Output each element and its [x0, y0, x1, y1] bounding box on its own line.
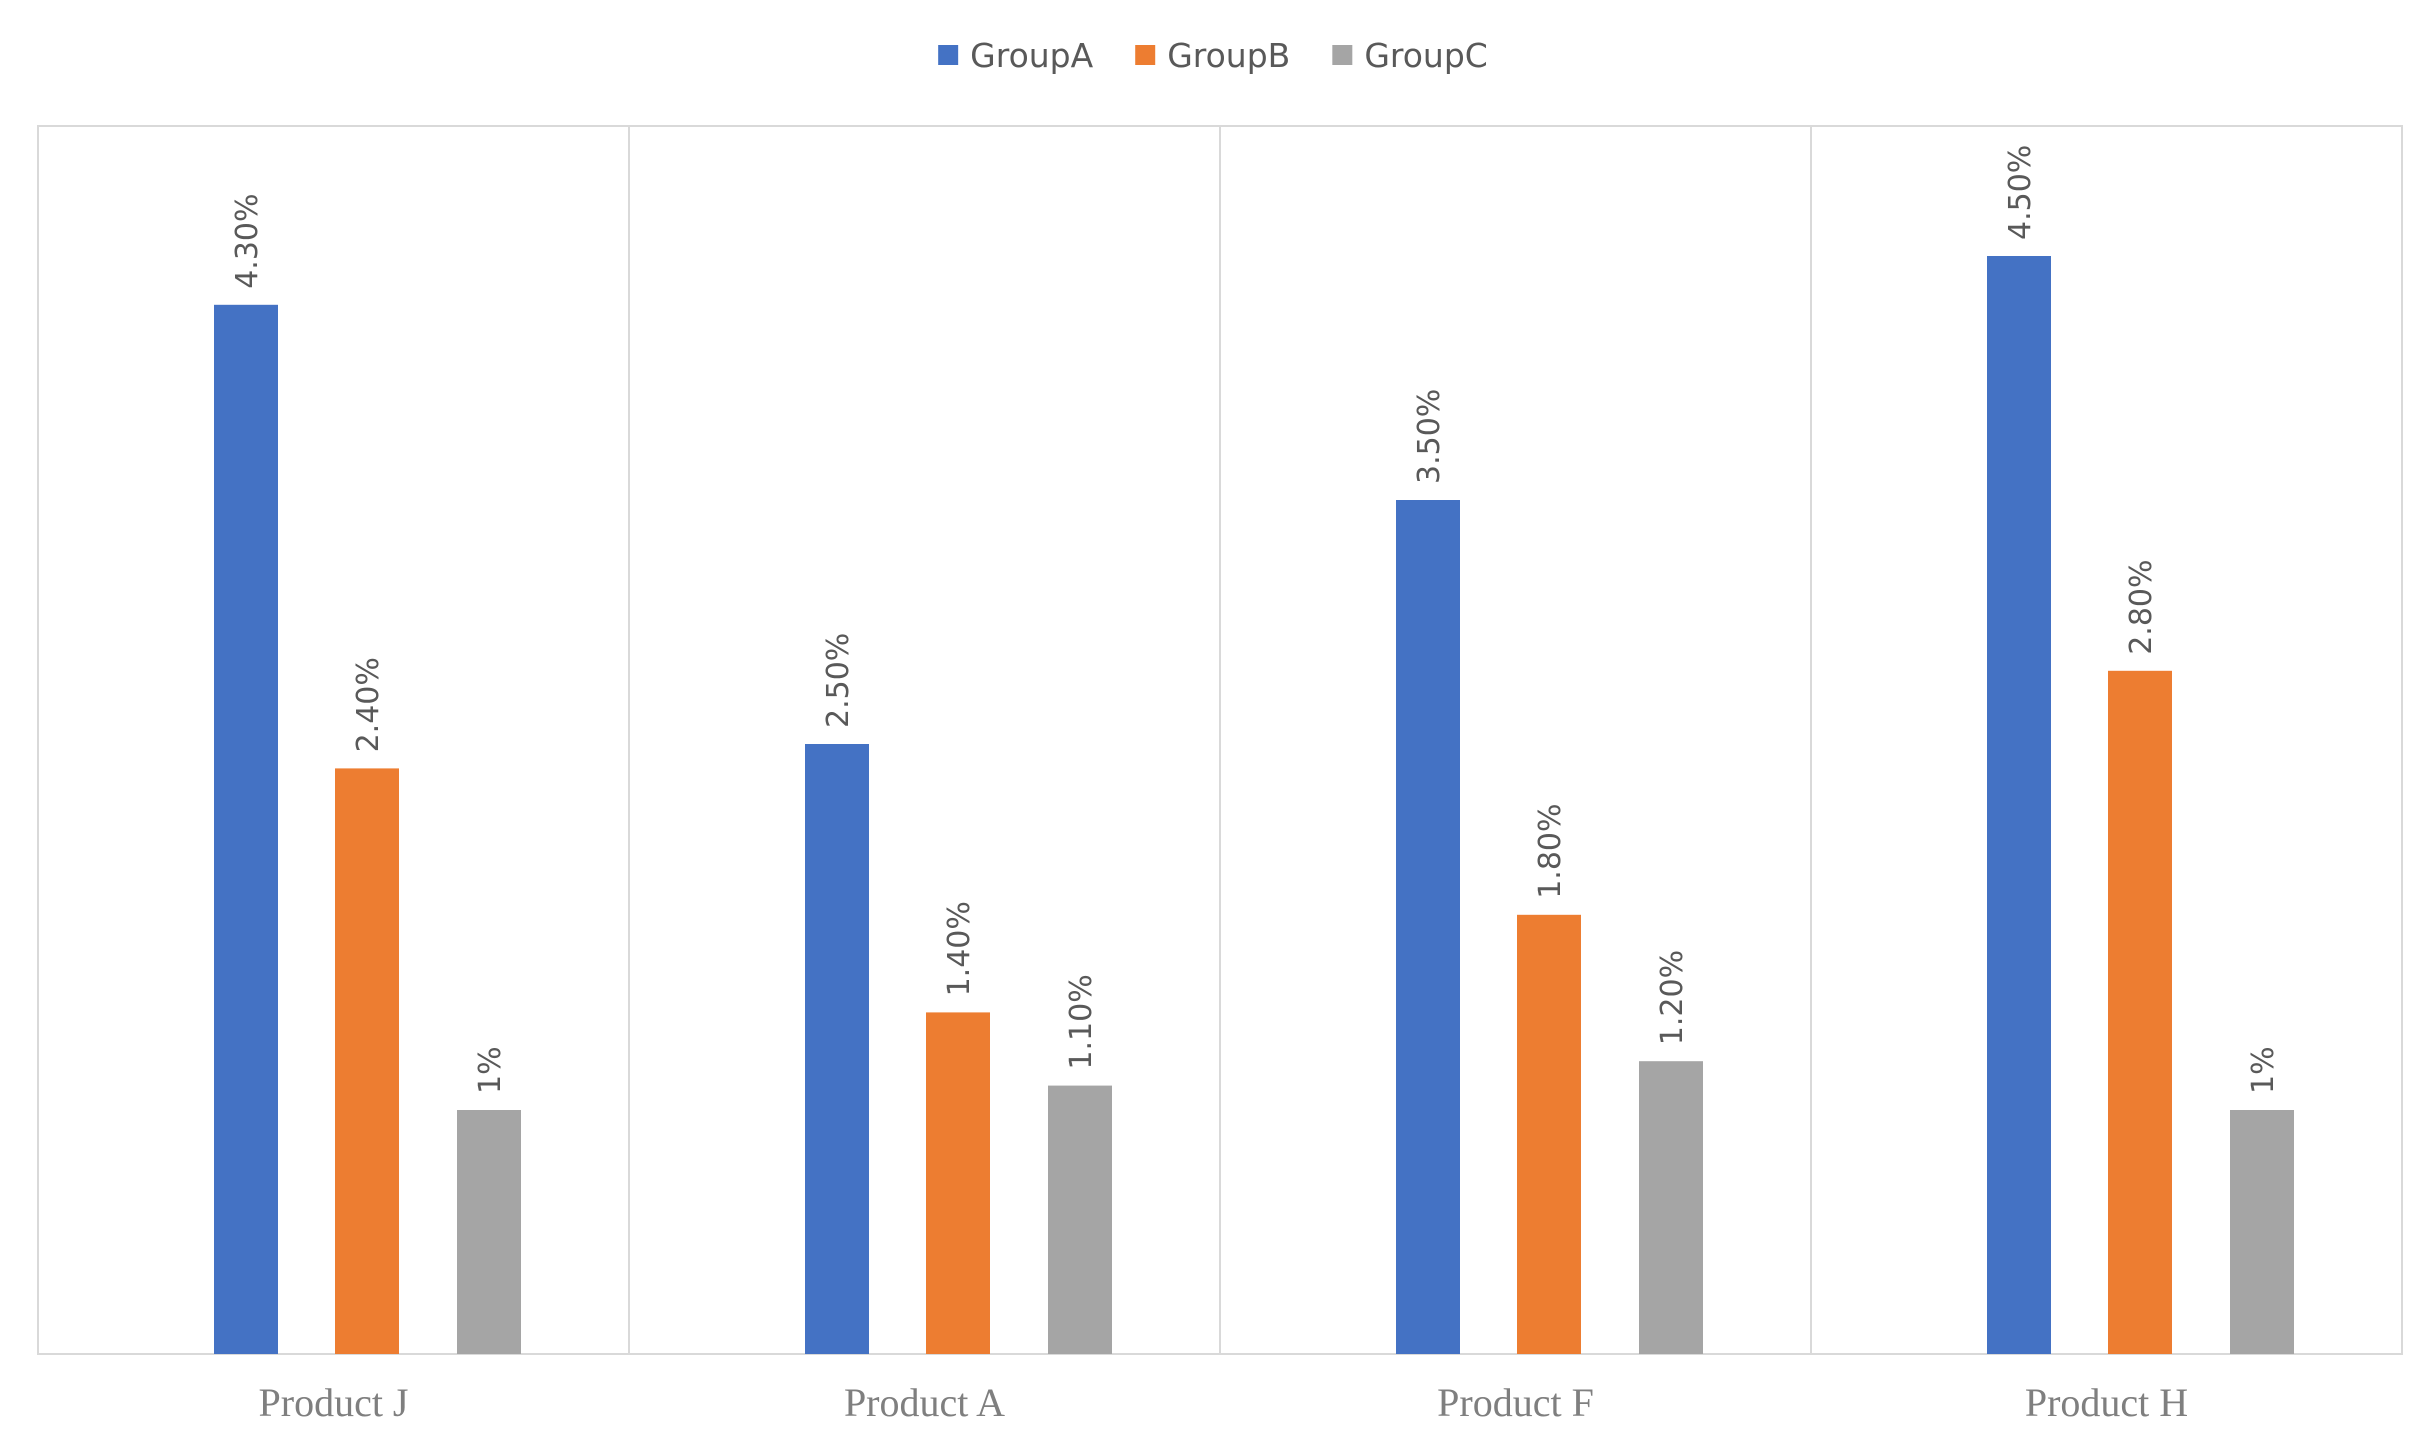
- category-label-product-h: Product H: [2025, 1380, 2188, 1425]
- legend-label-groupb: GroupB: [1167, 36, 1290, 75]
- bar-groupc-product-j: [457, 1110, 521, 1354]
- bars: [214, 256, 2294, 1354]
- data-label-groupb-product-a: 1.40%: [942, 901, 977, 996]
- data-label-groupb-product-h: 2.80%: [2124, 559, 2159, 654]
- legend-marker-groupa: [938, 45, 959, 65]
- bar-groupc-product-h: [2230, 1110, 2294, 1354]
- category-label-product-j: Product J: [259, 1380, 409, 1425]
- data-label-groupa-product-a: 2.50%: [821, 633, 856, 728]
- legend: GroupA GroupB GroupC: [938, 36, 1488, 75]
- category-label-product-a: Product A: [844, 1380, 1005, 1425]
- bar-groupb-product-j: [335, 768, 399, 1354]
- data-label-groupa-product-h: 4.50%: [2003, 145, 2038, 240]
- bar-groupc-product-a: [1048, 1085, 1112, 1354]
- plot-area: [37, 125, 2403, 1355]
- data-label-groupc-product-a: 1.10%: [1064, 974, 1099, 1069]
- legend-label-groupa: GroupA: [970, 36, 1093, 75]
- data-label-groupb-product-j: 2.40%: [351, 657, 386, 752]
- legend-marker-groupb: [1135, 45, 1156, 65]
- bar-groupb-product-f: [1517, 914, 1581, 1354]
- bar-groupb-product-a: [926, 1012, 990, 1354]
- data-label-groupb-product-f: 1.80%: [1533, 803, 1568, 898]
- legend-marker-groupc: [1332, 45, 1353, 65]
- category-label-product-f: Product F: [1437, 1380, 1594, 1425]
- bar-groupa-product-a: [805, 744, 869, 1354]
- bar-groupa-product-h: [1987, 256, 2051, 1354]
- data-label-groupa-product-j: 4.30%: [230, 193, 265, 288]
- bar-groupb-product-h: [2108, 670, 2172, 1354]
- bar-groupa-product-j: [214, 304, 278, 1354]
- data-label-groupc-product-f: 1.20%: [1655, 950, 1690, 1045]
- data-labels: 4.30% 2.40% 1% 2.50% 1.40% 1.10% 3.50% 1.80% 1.2…: [230, 145, 2281, 1094]
- data-label-groupc-product-j: 1%: [473, 1046, 508, 1094]
- bar-groupa-product-f: [1396, 500, 1460, 1354]
- data-label-groupa-product-f: 3.50%: [1412, 389, 1447, 484]
- category-axis: Product J Product A Product F Product H: [259, 1380, 2189, 1425]
- bar-groupc-product-f: [1639, 1061, 1703, 1354]
- data-label-groupc-product-h: 1%: [2246, 1046, 2281, 1094]
- legend-label-groupc: GroupC: [1364, 36, 1488, 75]
